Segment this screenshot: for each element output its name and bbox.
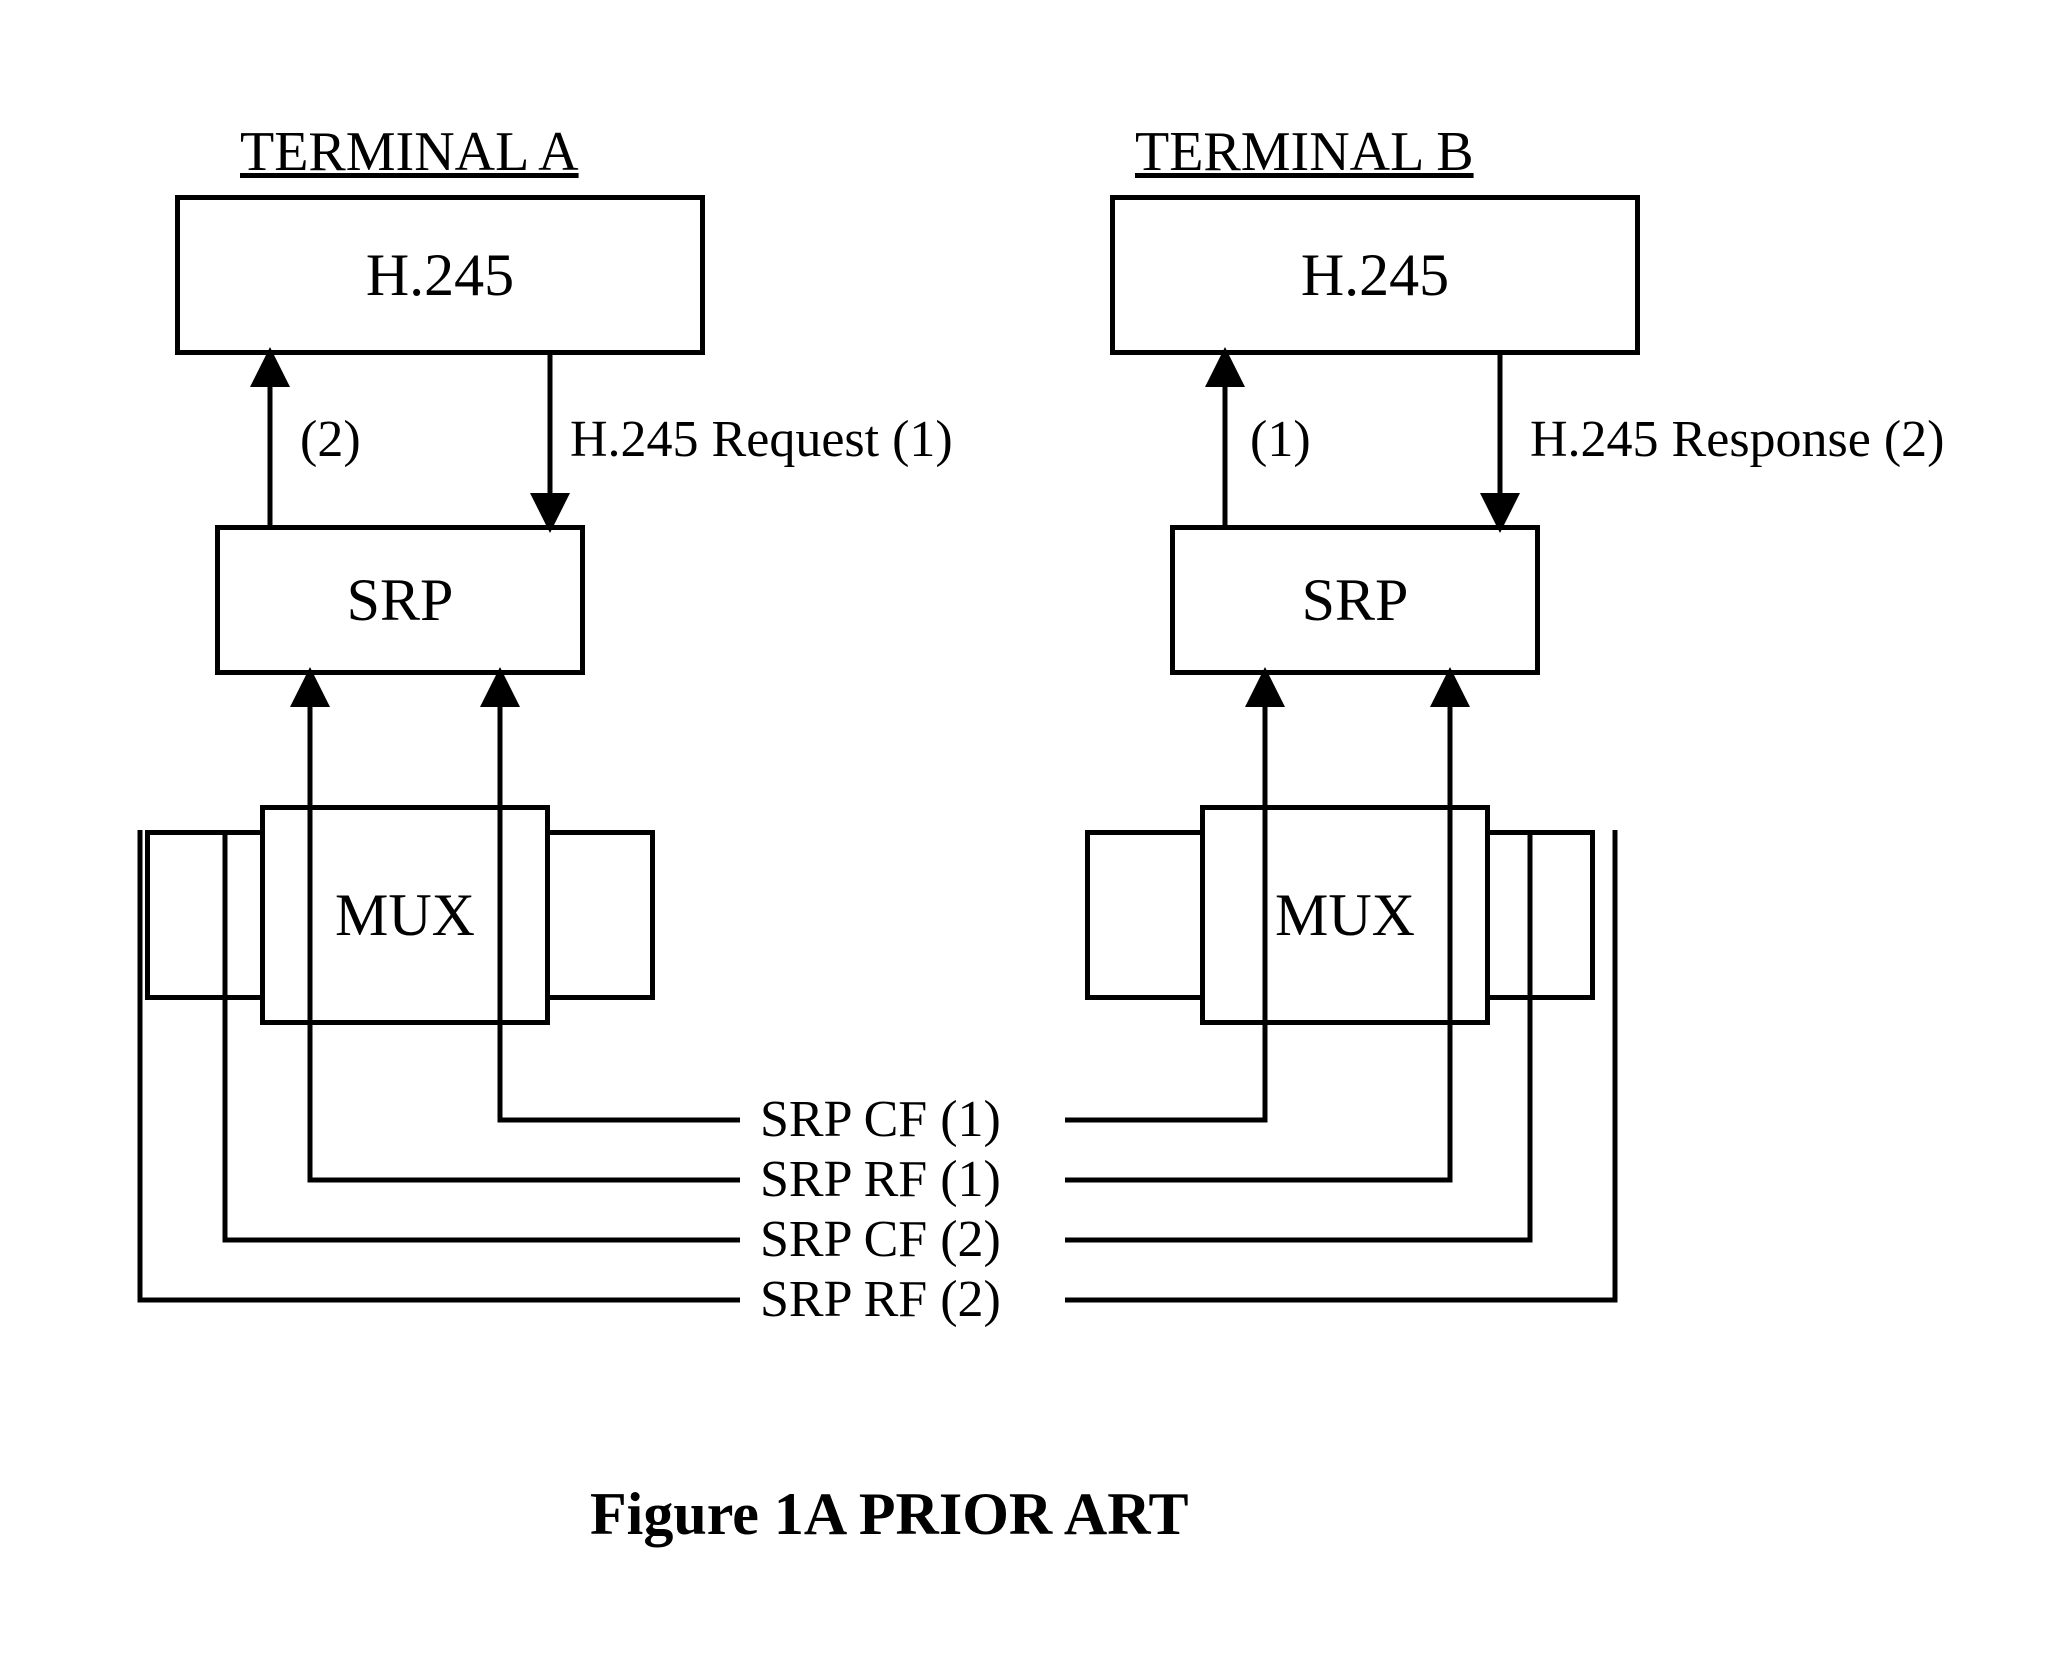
terminal-b-title: TERMINAL B bbox=[1135, 120, 1474, 184]
terminal-b-mux-inner: MUX bbox=[1200, 805, 1490, 1025]
figure-caption: Figure 1A PRIOR ART bbox=[590, 1480, 1188, 1549]
terminal-a-down-label: H.245 Request (1) bbox=[570, 410, 953, 469]
terminal-a-h245-label: H.245 bbox=[366, 241, 514, 310]
terminal-b-h245-box: H.245 bbox=[1110, 195, 1640, 355]
terminal-a-srp-label: SRP bbox=[347, 566, 454, 635]
signal-srp-cf-1: SRP CF (1) bbox=[760, 1090, 1001, 1149]
terminal-b-srp-label: SRP bbox=[1302, 566, 1409, 635]
terminal-a-title: TERMINAL A bbox=[240, 120, 579, 184]
diagram-canvas: TERMINAL A TERMINAL B H.245 SRP MUX H.24… bbox=[0, 0, 2065, 1667]
terminal-b-srp-box: SRP bbox=[1170, 525, 1540, 675]
terminal-b-mux-label: MUX bbox=[1275, 881, 1415, 950]
terminal-b-up-label: (1) bbox=[1250, 410, 1311, 469]
signal-srp-cf-2: SRP CF (2) bbox=[760, 1210, 1001, 1269]
terminal-a-srp-box: SRP bbox=[215, 525, 585, 675]
signal-srp-rf-1: SRP RF (1) bbox=[760, 1150, 1001, 1209]
terminal-a-mux-label: MUX bbox=[335, 881, 475, 950]
terminal-b-down-label: H.245 Response (2) bbox=[1530, 410, 1945, 469]
terminal-a-mux-inner: MUX bbox=[260, 805, 550, 1025]
terminal-b-h245-label: H.245 bbox=[1301, 241, 1449, 310]
terminal-a-h245-box: H.245 bbox=[175, 195, 705, 355]
terminal-a-up-label: (2) bbox=[300, 410, 361, 469]
signal-srp-rf-2: SRP RF (2) bbox=[760, 1270, 1001, 1329]
